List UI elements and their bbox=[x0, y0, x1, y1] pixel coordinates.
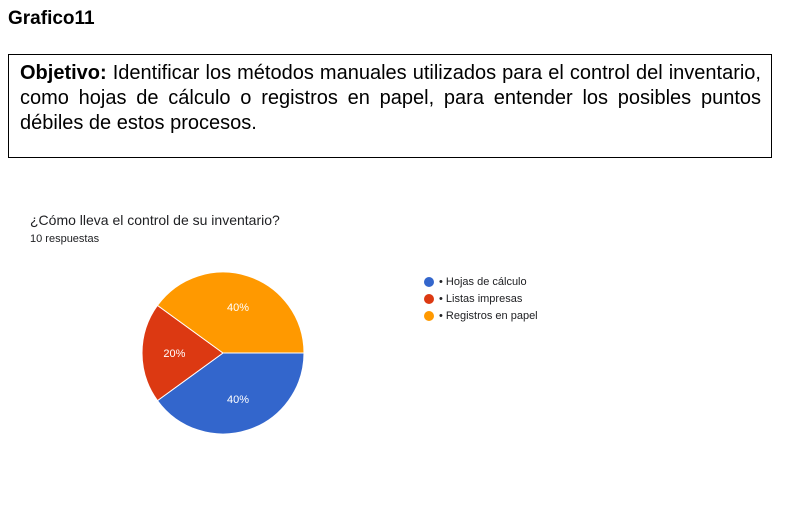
objective-text: Identificar los métodos manuales utiliza… bbox=[20, 62, 761, 134]
slice-data-label: 40% bbox=[227, 302, 249, 314]
slice-data-label: 40% bbox=[227, 394, 249, 406]
pie-slice bbox=[156, 271, 305, 354]
pie-chart: 40% 20% 40% bbox=[141, 271, 305, 435]
legend-label: • Registros en papel bbox=[439, 309, 538, 322]
legend-item: • Hojas de cálculo bbox=[424, 273, 538, 290]
objective-box: Objetivo: Identificar los métodos manual… bbox=[8, 54, 772, 158]
chart-title: ¿Cómo lleva el control de su inventario? bbox=[30, 212, 280, 228]
chart-panel: ¿Cómo lleva el control de su inventario?… bbox=[0, 200, 808, 500]
legend-item: • Listas impresas bbox=[424, 290, 538, 307]
legend-swatch bbox=[424, 276, 434, 287]
slice-data-label: 20% bbox=[163, 348, 185, 360]
pie-slice bbox=[156, 352, 305, 435]
document-title: Grafico11 bbox=[8, 8, 95, 29]
objective-label: Objetivo: bbox=[20, 62, 107, 84]
legend-swatch bbox=[424, 293, 434, 304]
legend-swatch bbox=[424, 310, 434, 321]
chart-subtitle: 10 respuestas bbox=[30, 233, 100, 245]
legend-label: • Listas impresas bbox=[439, 292, 523, 305]
legend-item: • Registros en papel bbox=[424, 307, 538, 324]
legend-label: • Hojas de cálculo bbox=[439, 275, 527, 288]
chart-legend: • Hojas de cálculo • Listas impresas • Reg… bbox=[424, 273, 538, 324]
pie-slice bbox=[141, 304, 224, 402]
